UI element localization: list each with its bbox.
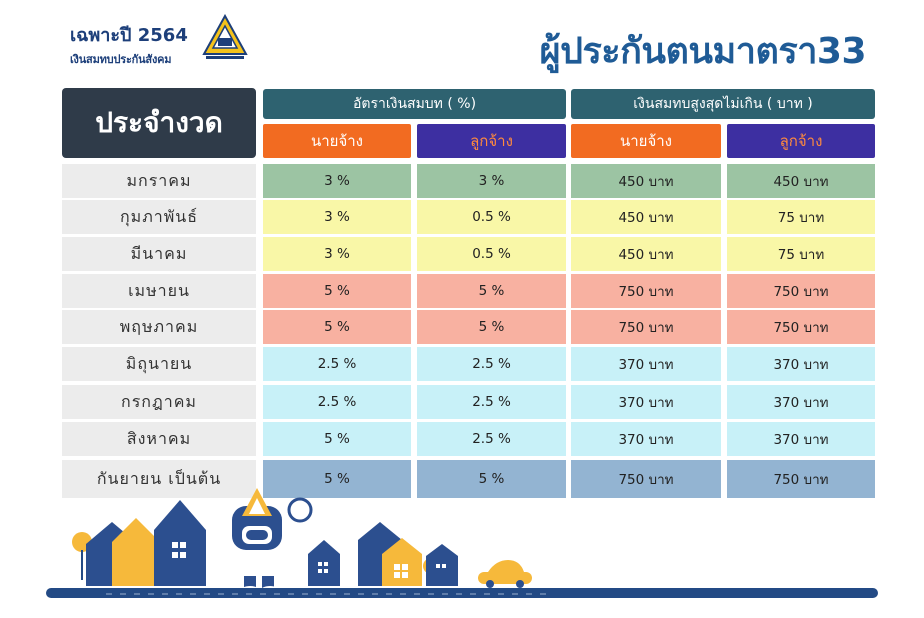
max-employee-cell: 750 บาท — [727, 460, 875, 498]
max-employer-cell: 450 บาท — [571, 200, 721, 234]
month-cell: กุมภาพันธ์ — [62, 200, 256, 234]
rate-employee-header: ลูกจ้าง — [417, 124, 566, 158]
month-cell: มกราคม — [62, 164, 256, 198]
rate-employer-cell: 5 % — [263, 422, 411, 456]
rate-employer-cell: 5 % — [263, 310, 411, 344]
max-employer-cell: 750 บาท — [571, 460, 721, 498]
sso-logo-icon — [202, 14, 248, 59]
rate-employee-cell: 5 % — [417, 310, 566, 344]
rate-employer-cell: 2.5 % — [263, 347, 411, 381]
max-employee-cell: 75 บาท — [727, 200, 875, 234]
month-cell: พฤษภาคม — [62, 310, 256, 344]
header-note: เฉพาะปี 2564 เงินสมทบประกันสังคม — [70, 20, 202, 68]
max-employer-cell: 750 บาท — [571, 310, 721, 344]
max-employer-cell: 370 บาท — [571, 422, 721, 456]
rate-employee-cell: 0.5 % — [417, 237, 566, 271]
month-cell: กรกฎาคม — [62, 385, 256, 419]
period-header: ประจำงวด — [62, 88, 256, 158]
max-employer-header: นายจ้าง — [571, 124, 721, 158]
month-cell: เมษายน — [62, 274, 256, 308]
max-employer-cell: 450 บาท — [571, 237, 721, 271]
max-employer-cell: 370 บาท — [571, 385, 721, 419]
max-employee-cell: 450 บาท — [727, 164, 875, 198]
month-cell: มิถุนายน — [62, 347, 256, 381]
rate-employee-cell: 2.5 % — [417, 385, 566, 419]
max-employee-cell: 750 บาท — [727, 274, 875, 308]
max-employer-cell: 370 บาท — [571, 347, 721, 381]
max-employee-cell: 75 บาท — [727, 237, 875, 271]
rate-group-header: อัตราเงินสมบท ( %) — [263, 89, 566, 119]
max-employee-cell: 370 บาท — [727, 347, 875, 381]
rate-employer-cell: 3 % — [263, 164, 411, 198]
rate-employee-cell: 2.5 % — [417, 422, 566, 456]
year-label: เฉพาะปี 2564 — [70, 25, 188, 46]
city-skyline-illustration — [46, 488, 878, 598]
month-cell: มีนาคม — [62, 237, 256, 271]
rate-employer-header: นายจ้าง — [263, 124, 411, 158]
month-cell: สิงหาคม — [62, 422, 256, 456]
rate-employee-cell: 5 % — [417, 274, 566, 308]
rate-employer-cell: 3 % — [263, 200, 411, 234]
rate-employer-cell: 5 % — [263, 274, 411, 308]
mascot-illustration — [232, 488, 313, 596]
page-title: ผู้ประกันตนมาตรา33 — [539, 31, 867, 72]
max-employee-cell: 370 บาท — [727, 385, 875, 419]
rate-employee-cell: 5 % — [417, 460, 566, 498]
rate-employee-cell: 2.5 % — [417, 347, 566, 381]
contribution-sub-label: เงินสมทบประกันสังคม — [70, 53, 172, 66]
rate-employer-cell: 2.5 % — [263, 385, 411, 419]
max-group-header: เงินสมทบสูงสุดไม่เกิน ( บาท ) — [571, 89, 875, 119]
rate-employee-cell: 3 % — [417, 164, 566, 198]
max-employee-cell: 750 บาท — [727, 310, 875, 344]
max-employer-cell: 450 บาท — [571, 164, 721, 198]
rate-employer-cell: 5 % — [263, 460, 411, 498]
month-cell: กันยายน เป็นต้น — [62, 460, 256, 498]
rate-employer-cell: 3 % — [263, 237, 411, 271]
max-employee-header: ลูกจ้าง — [727, 124, 875, 158]
rate-employee-cell: 0.5 % — [417, 200, 566, 234]
max-employee-cell: 370 บาท — [727, 422, 875, 456]
max-employer-cell: 750 บาท — [571, 274, 721, 308]
